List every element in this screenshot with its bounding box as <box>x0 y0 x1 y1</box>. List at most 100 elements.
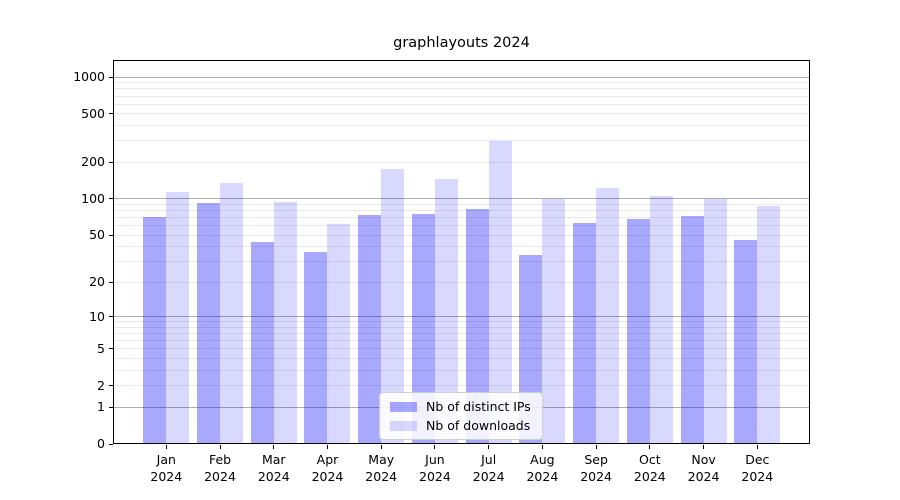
bar-downloads <box>381 169 405 444</box>
x-tick-mark <box>649 445 651 449</box>
bar-downloads <box>488 140 512 444</box>
bar-downloads <box>596 188 620 444</box>
gridline-minor <box>113 234 810 236</box>
gridline-minor <box>113 140 810 142</box>
legend: Nb of distinct IPs Nb of downloads <box>379 392 543 440</box>
legend-label-downloads: Nb of downloads <box>426 418 531 433</box>
x-tick-label: Oct 2024 <box>633 452 666 484</box>
y-tick-mark <box>109 385 113 387</box>
x-tick-mark <box>488 445 490 449</box>
y-tick-mark <box>109 76 113 78</box>
gridline-minor <box>113 95 810 97</box>
legend-item-distinct-ips: Nb of distinct IPs <box>390 397 531 416</box>
y-tick-label: 2 <box>97 377 105 393</box>
bar-distinct-ips <box>680 216 704 444</box>
y-tick-label: 200 <box>81 154 105 170</box>
y-tick-label: 20 <box>89 274 105 290</box>
y-tick-mark <box>109 161 113 163</box>
legend-item-downloads: Nb of downloads <box>390 416 531 435</box>
legend-swatch-downloads-icon <box>390 421 417 431</box>
bar-downloads <box>757 205 781 444</box>
x-tick-label: Feb 2024 <box>204 452 236 484</box>
gridline-minor <box>113 113 810 115</box>
bar-distinct-ips <box>358 215 382 444</box>
y-tick-label: 1000 <box>73 69 105 85</box>
gridline-minor <box>113 369 810 371</box>
y-tick-label: 1 <box>97 399 105 415</box>
bar-downloads <box>166 192 190 444</box>
y-tick-mark <box>109 113 113 115</box>
plot-area: Nb of distinct IPs Nb of downloads <box>113 60 810 444</box>
y-tick-mark <box>109 234 113 236</box>
gridline-minor <box>113 326 810 328</box>
gridline-major <box>113 76 810 78</box>
x-tick-label: Nov 2024 <box>687 452 720 484</box>
bar-distinct-ips <box>465 208 489 444</box>
x-tick-label: Mar 2024 <box>257 452 290 484</box>
x-tick-mark <box>541 445 543 449</box>
y-tick-mark <box>109 443 113 445</box>
gridline-minor <box>113 321 810 323</box>
gridline-minor <box>113 125 810 127</box>
gridline-minor <box>113 246 810 248</box>
y-tick-mark <box>109 281 113 283</box>
x-tick-label: May 2024 <box>365 452 398 484</box>
bar-downloads <box>273 202 297 444</box>
chart-title: graphlayouts 2024 <box>393 35 530 51</box>
x-tick-mark <box>219 445 221 449</box>
gridline-minor <box>113 88 810 90</box>
x-tick-label: Apr 2024 <box>311 452 344 484</box>
y-tick-label: 10 <box>89 308 105 324</box>
x-tick-mark <box>273 445 275 449</box>
bar-distinct-ips <box>573 223 597 444</box>
gridline-major <box>113 316 810 318</box>
x-tick-mark <box>326 445 328 449</box>
y-tick-label: 0 <box>97 436 105 451</box>
y-tick-mark <box>109 348 113 350</box>
y-tick-mark <box>109 316 113 318</box>
y-tick-mark <box>109 198 113 200</box>
gridline-minor <box>113 281 810 283</box>
x-tick-mark <box>756 445 758 449</box>
gridline-minor <box>113 203 810 205</box>
y-tick-label: 5 <box>97 340 105 356</box>
gridline-minor <box>113 340 810 342</box>
bar-distinct-ips <box>411 214 435 444</box>
y-tick-label: 500 <box>81 105 105 121</box>
gridline-minor <box>113 161 810 163</box>
legend-label-distinct-ips: Nb of distinct IPs <box>426 399 531 414</box>
gridline-minor <box>113 348 810 350</box>
bar-distinct-ips <box>626 219 650 444</box>
x-tick-mark <box>595 445 597 449</box>
x-tick-label: Aug 2024 <box>526 452 559 484</box>
bar-distinct-ips <box>304 252 328 444</box>
y-tick-mark <box>109 406 113 408</box>
gridline-minor <box>113 358 810 360</box>
bar-downloads <box>434 178 458 444</box>
x-tick-label: Jul 2024 <box>472 452 505 484</box>
gridline-minor <box>113 210 810 212</box>
x-tick-label: Jan 2024 <box>150 452 183 484</box>
bar-downloads <box>649 195 673 444</box>
gridline-minor <box>113 217 810 219</box>
bar-downloads <box>220 183 244 444</box>
x-tick-mark <box>434 445 436 449</box>
gridline-minor <box>113 103 810 105</box>
y-tick-label: 50 <box>89 227 105 243</box>
x-tick-mark <box>703 445 705 449</box>
x-tick-label: Dec 2024 <box>741 452 774 484</box>
gridline-minor <box>113 261 810 263</box>
bar-downloads <box>327 223 351 444</box>
bar-distinct-ips <box>143 216 167 444</box>
gridlines-layer <box>113 60 810 444</box>
x-tick-label: Jun 2024 <box>419 452 451 484</box>
gridline-major <box>113 198 810 200</box>
legend-swatch-ips-icon <box>390 402 417 412</box>
x-tick-label: Sep 2024 <box>580 452 613 484</box>
x-tick-mark <box>380 445 382 449</box>
bar-distinct-ips <box>250 241 274 444</box>
x-tick-mark <box>165 445 167 449</box>
gridline-minor <box>113 225 810 227</box>
bar-downloads <box>703 198 727 444</box>
